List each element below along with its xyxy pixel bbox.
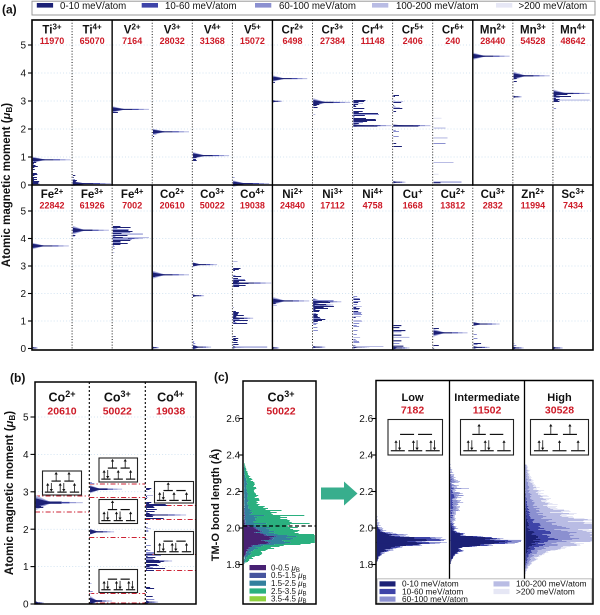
svg-text:240: 240 xyxy=(445,36,460,46)
svg-text:19038: 19038 xyxy=(240,201,265,211)
svg-text:1668: 1668 xyxy=(403,201,423,211)
svg-text:31368: 31368 xyxy=(200,36,225,46)
svg-text:4: 4 xyxy=(23,450,29,461)
svg-text:10-60 meV/atom: 10-60 meV/atom xyxy=(165,1,237,12)
svg-text:27384: 27384 xyxy=(320,36,345,46)
svg-text:54528: 54528 xyxy=(520,36,545,46)
svg-text:4: 4 xyxy=(20,234,26,245)
svg-text:>200 meV/atom: >200 meV/atom xyxy=(516,586,575,596)
svg-text:3: 3 xyxy=(20,97,26,108)
svg-text:2: 2 xyxy=(20,125,26,136)
svg-text:19038: 19038 xyxy=(156,406,185,418)
svg-text:1: 1 xyxy=(23,562,29,573)
svg-text:1.8: 1.8 xyxy=(226,560,240,571)
svg-text:2.2: 2.2 xyxy=(359,487,373,498)
svg-text:2.0: 2.0 xyxy=(359,524,373,535)
svg-text:100-200 meV/atom: 100-200 meV/atom xyxy=(396,1,478,12)
svg-text:11994: 11994 xyxy=(521,201,546,211)
svg-text:Cu+: Cu+ xyxy=(403,187,423,201)
svg-text:0: 0 xyxy=(20,344,26,355)
svg-text:15072: 15072 xyxy=(240,36,265,46)
svg-text:11970: 11970 xyxy=(40,36,65,46)
svg-text:24840: 24840 xyxy=(280,201,305,211)
svg-text:2: 2 xyxy=(23,525,29,536)
svg-text:0-10 meV/atom: 0-10 meV/atom xyxy=(60,1,126,12)
svg-text:3: 3 xyxy=(20,262,26,273)
svg-text:0.5-1.5 μB: 0.5-1.5 μB xyxy=(271,571,307,582)
svg-text:2: 2 xyxy=(20,289,26,300)
svg-text:3: 3 xyxy=(23,487,29,498)
svg-text:(a): (a) xyxy=(2,3,17,17)
svg-text:4758: 4758 xyxy=(363,201,383,211)
svg-text:0: 0 xyxy=(23,600,29,610)
svg-text:5: 5 xyxy=(23,413,29,424)
svg-text:0-10 meV/atom: 0-10 meV/atom xyxy=(402,579,459,589)
svg-text:High: High xyxy=(547,392,572,404)
svg-text:20610: 20610 xyxy=(47,406,76,418)
svg-text:4: 4 xyxy=(20,69,26,80)
svg-text:7002: 7002 xyxy=(122,201,142,211)
svg-text:61926: 61926 xyxy=(80,201,105,211)
svg-text:Atomic magnetic moment (μB): Atomic magnetic moment (μB) xyxy=(1,103,14,267)
svg-text:2.5-3.5 μB: 2.5-3.5 μB xyxy=(271,587,307,598)
svg-text:28440: 28440 xyxy=(480,36,505,46)
svg-text:2.4: 2.4 xyxy=(359,451,373,462)
svg-text:10-60 meV/atom: 10-60 meV/atom xyxy=(402,586,463,596)
svg-text:50022: 50022 xyxy=(266,406,295,418)
svg-text:>200 meV/atom: >200 meV/atom xyxy=(519,1,588,12)
svg-text:2.0: 2.0 xyxy=(226,524,240,535)
svg-text:2406: 2406 xyxy=(403,36,423,46)
svg-text:28032: 28032 xyxy=(160,36,185,46)
svg-text:2832: 2832 xyxy=(483,201,503,211)
svg-text:50022: 50022 xyxy=(200,201,225,211)
svg-text:2.2: 2.2 xyxy=(226,487,240,498)
svg-text:2.4: 2.4 xyxy=(226,451,240,462)
svg-text:Atomic magnetic moment (μB): Atomic magnetic moment (μB) xyxy=(4,411,17,575)
svg-text:6498: 6498 xyxy=(282,36,302,46)
svg-text:20610: 20610 xyxy=(160,201,185,211)
svg-text:11148: 11148 xyxy=(361,36,385,46)
svg-text:(c): (c) xyxy=(214,370,229,384)
svg-text:30528: 30528 xyxy=(545,405,574,417)
svg-text:1.5-2.5 μB: 1.5-2.5 μB xyxy=(271,579,307,590)
svg-text:60-100 meV/atom: 60-100 meV/atom xyxy=(402,594,468,604)
svg-text:TM-O bond length (Å): TM-O bond length (Å) xyxy=(209,448,222,561)
svg-text:5: 5 xyxy=(20,41,26,52)
svg-text:0: 0 xyxy=(20,181,26,192)
svg-text:7434: 7434 xyxy=(563,201,583,211)
svg-text:60-100 meV/atom: 60-100 meV/atom xyxy=(279,1,356,12)
svg-text:13812: 13812 xyxy=(440,201,465,211)
svg-text:Intermediate: Intermediate xyxy=(454,392,519,404)
svg-text:17112: 17112 xyxy=(320,201,345,211)
svg-text:1: 1 xyxy=(20,153,26,164)
svg-text:65070: 65070 xyxy=(80,36,105,46)
svg-text:2.6: 2.6 xyxy=(226,414,240,425)
svg-text:5: 5 xyxy=(20,207,26,218)
svg-text:1.8: 1.8 xyxy=(359,560,373,571)
svg-text:7164: 7164 xyxy=(122,36,142,46)
svg-text:22842: 22842 xyxy=(39,201,64,211)
svg-text:50022: 50022 xyxy=(103,406,132,418)
svg-text:100-200 meV/atom: 100-200 meV/atom xyxy=(516,579,587,589)
svg-text:11502: 11502 xyxy=(473,405,502,417)
svg-text:(b): (b) xyxy=(10,371,25,385)
svg-text:Low: Low xyxy=(402,392,424,404)
svg-text:48642: 48642 xyxy=(560,36,585,46)
svg-text:7182: 7182 xyxy=(401,405,425,417)
svg-text:1: 1 xyxy=(20,317,26,328)
svg-text:0-0.5 μB: 0-0.5 μB xyxy=(271,563,300,574)
svg-text:2.6: 2.6 xyxy=(359,414,373,425)
svg-text:3.5-4.5 μB: 3.5-4.5 μB xyxy=(271,595,307,606)
